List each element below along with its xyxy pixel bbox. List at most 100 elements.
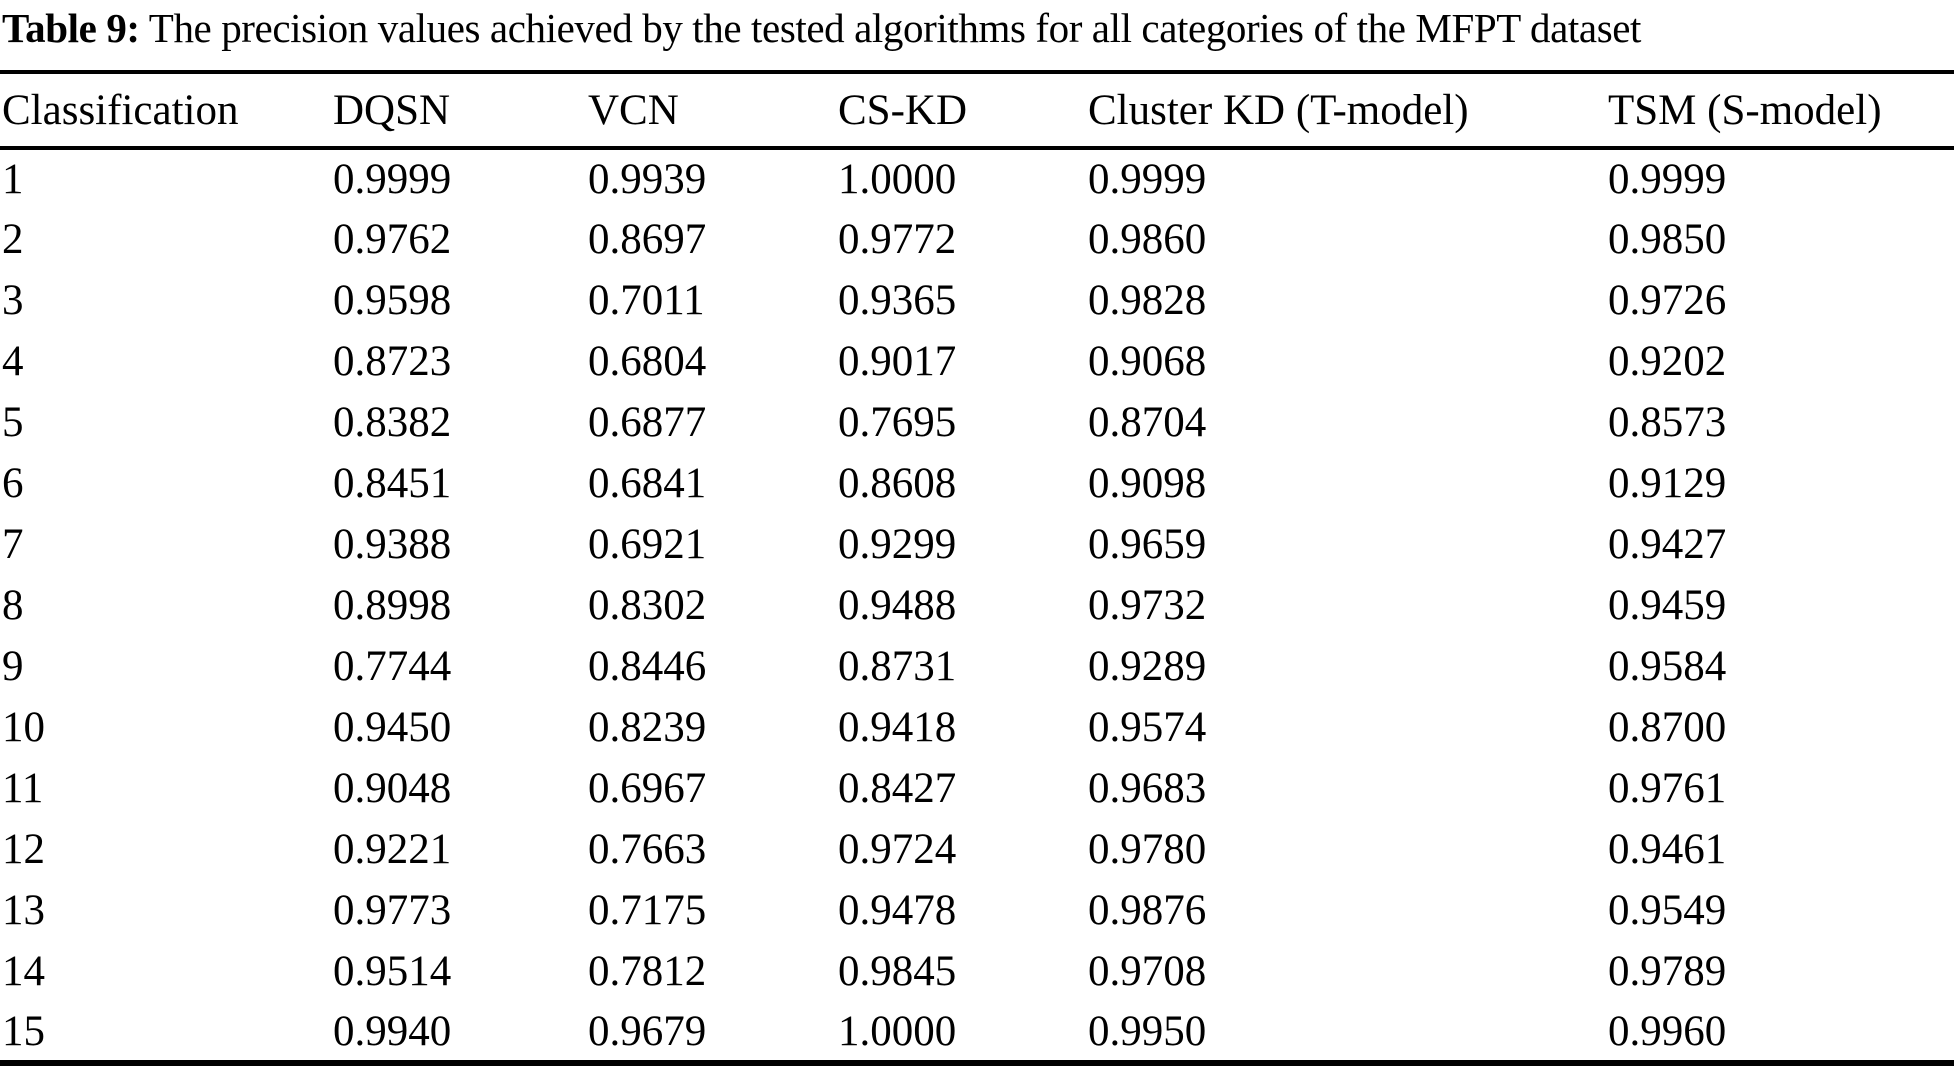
cell-value: 0.9726 [1608,277,1727,324]
row-classification: 15 [2,1007,45,1055]
cell-value: 0.9598 [333,277,452,324]
cell-value: 0.9828 [1088,277,1207,324]
cell-value: 0.9850 [1608,216,1727,263]
cell-value: 0.9659 [1088,521,1207,568]
cell-value: 0.9679 [588,1007,707,1055]
cell-value: 0.7175 [588,887,707,934]
cell-value: 0.9129 [1608,460,1727,507]
cell-value: 0.9860 [1088,216,1207,263]
cell-value: 0.9939 [588,156,707,203]
table-row: 12 0.9221 0.7663 0.9724 0.9780 0.9461 [0,819,1954,880]
cell-value: 0.8573 [1608,399,1727,446]
table-row: 6 0.8451 0.6841 0.8608 0.9098 0.9129 [0,453,1954,514]
cell-value: 0.9845 [838,948,957,995]
column-header-cluster-kd-t-model: Cluster KD (T-model) [1088,86,1469,134]
table-row: 9 0.7744 0.8446 0.8731 0.9289 0.9584 [0,636,1954,697]
table-row: 2 0.9762 0.8697 0.9772 0.9860 0.9850 [0,209,1954,270]
table-caption-text: The precision values achieved by the tes… [139,5,1642,51]
cell-value: 0.9478 [838,887,957,934]
cell-value: 0.9017 [838,338,957,385]
table-row: 10 0.9450 0.8239 0.9418 0.9574 0.8700 [0,697,1954,758]
cell-value: 0.9761 [1608,765,1727,812]
column-header-cs-kd: CS-KD [838,86,968,134]
cell-value: 0.8697 [588,216,707,263]
row-classification: 7 [2,521,24,568]
row-classification: 2 [2,216,24,263]
cell-value: 0.6841 [588,460,707,507]
cell-value: 0.7011 [588,277,705,324]
cell-value: 0.7663 [588,826,707,873]
cell-value: 1.0000 [838,1007,957,1055]
column-header-dqsn: DQSN [333,86,451,134]
row-classification: 8 [2,582,24,629]
row-classification: 4 [2,338,24,385]
row-classification: 9 [2,643,24,690]
column-header-classification: Classification [2,86,239,134]
cell-value: 0.9068 [1088,338,1207,385]
cell-value: 0.9999 [1608,156,1727,203]
table-caption: Table 9: The precision values achieved b… [0,0,1954,70]
cell-value: 0.8382 [333,399,452,446]
cell-value: 0.9098 [1088,460,1207,507]
cell-value: 0.9999 [333,156,452,203]
cell-value: 0.8704 [1088,399,1207,446]
cell-value: 0.9461 [1608,826,1727,873]
cell-value: 0.9427 [1608,521,1727,568]
table-row: 1 0.9999 0.9939 1.0000 0.9999 0.9999 [0,148,1954,209]
precision-table: Classification DQSN VCN CS-KD Cluster KD (T-… [0,70,1954,1066]
cell-value: 0.8451 [333,460,452,507]
cell-value: 0.9514 [333,948,452,995]
cell-value: 0.9584 [1608,643,1727,690]
cell-value: 0.9048 [333,765,452,812]
column-header-tsm-s-model: TSM (S-model) [1608,86,1882,134]
cell-value: 0.7812 [588,948,707,995]
cell-value: 0.8239 [588,704,707,751]
cell-value: 0.9876 [1088,887,1207,934]
cell-value: 0.9724 [838,826,957,873]
table-row: 3 0.9598 0.7011 0.9365 0.9828 0.9726 [0,270,1954,331]
cell-value: 0.8427 [838,765,957,812]
cell-value: 0.9365 [838,277,957,324]
cell-value: 1.0000 [838,156,957,203]
cell-value: 0.6967 [588,765,707,812]
cell-value: 0.9762 [333,216,452,263]
table-row: 8 0.8998 0.8302 0.9488 0.9732 0.9459 [0,575,1954,636]
cell-value: 0.9450 [333,704,452,751]
cell-value: 0.9202 [1608,338,1727,385]
cell-value: 0.9459 [1608,582,1727,629]
cell-value: 0.9289 [1088,643,1207,690]
cell-value: 0.9732 [1088,582,1207,629]
row-classification: 12 [2,826,45,873]
cell-value: 0.8608 [838,460,957,507]
cell-value: 0.9488 [838,582,957,629]
table-header-row: Classification DQSN VCN CS-KD Cluster KD (T-… [0,72,1954,148]
cell-value: 0.6921 [588,521,707,568]
cell-value: 0.9388 [333,521,452,568]
row-classification: 6 [2,460,24,507]
cell-value: 0.9418 [838,704,957,751]
cell-value: 0.8998 [333,582,452,629]
row-classification: 10 [2,704,45,751]
cell-value: 0.9940 [333,1007,452,1055]
table-row: 15 0.9940 0.9679 1.0000 0.9950 0.9960 [0,1002,1954,1063]
table-caption-label: Table 9: [2,5,140,51]
row-classification: 14 [2,948,45,995]
table-body: 1 0.9999 0.9939 1.0000 0.9999 0.9999 2 0.9762 0.… [0,148,1954,1063]
cell-value: 0.6804 [588,338,707,385]
table-header: Classification DQSN VCN CS-KD Cluster KD (T-… [0,72,1954,148]
cell-value: 0.9549 [1608,887,1727,934]
cell-value: 0.9221 [333,826,452,873]
cell-value: 0.7744 [333,643,452,690]
column-header-vcn: VCN [588,86,679,134]
row-classification: 5 [2,399,24,446]
cell-value: 0.9574 [1088,704,1207,751]
row-classification: 3 [2,277,24,324]
cell-value: 0.9960 [1608,1007,1727,1055]
table-row: 5 0.8382 0.6877 0.7695 0.8704 0.8573 [0,392,1954,453]
cell-value: 0.6877 [588,399,707,446]
cell-value: 0.9780 [1088,826,1207,873]
row-classification: 11 [2,765,44,812]
cell-value: 0.9299 [838,521,957,568]
cell-value: 0.9708 [1088,948,1207,995]
